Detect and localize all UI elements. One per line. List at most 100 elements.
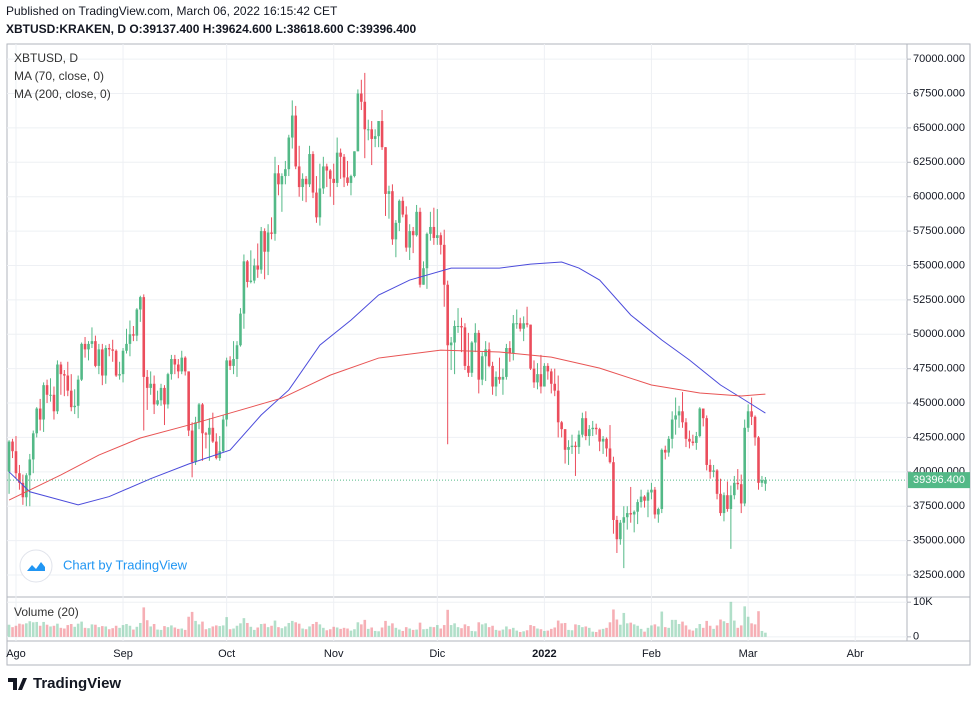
candle-body: [698, 408, 702, 437]
candle-body: [363, 101, 367, 130]
volume-bar: [346, 628, 349, 637]
x-tick-label: Oct: [218, 648, 235, 660]
volume-bar: [387, 625, 391, 637]
volume-bar: [608, 622, 612, 637]
candle-body: [660, 449, 664, 509]
candle-body: [467, 365, 470, 373]
candle-body: [7, 441, 11, 472]
volume-bar: [135, 626, 139, 637]
x-tick-label: Nov: [324, 648, 344, 660]
volume-bar: [467, 626, 470, 637]
volume-bar: [211, 626, 215, 637]
candle-body: [21, 482, 25, 498]
candle-body: [667, 438, 670, 453]
volume-bar: [56, 623, 59, 637]
y-tick-label: 65000.000: [913, 122, 965, 134]
volume-bar: [45, 624, 49, 637]
candle-body: [377, 121, 380, 137]
volume-bar: [380, 627, 384, 637]
candle-body: [322, 166, 325, 189]
candle-body: [681, 411, 684, 423]
candle-body: [663, 449, 667, 453]
candle-body: [522, 323, 525, 329]
volume-bar: [187, 616, 190, 637]
volume-bar: [760, 630, 764, 637]
volume-bar: [69, 624, 73, 637]
candle-body: [456, 326, 460, 328]
candle-body: [366, 129, 370, 131]
candle-body: [315, 192, 318, 218]
watermark: Chart by TradingView: [19, 549, 188, 583]
candle-body: [76, 379, 80, 406]
volume-bar: [18, 623, 21, 637]
volume-bar: [166, 627, 170, 637]
volume-bar: [746, 616, 750, 637]
candle-body: [139, 297, 142, 310]
candle-body: [425, 233, 429, 269]
volume-bar: [218, 626, 222, 637]
volume-bar: [132, 629, 135, 637]
volume-bar: [625, 623, 629, 637]
candle-body: [546, 365, 550, 372]
candle-body: [297, 166, 301, 188]
volume-bar: [753, 624, 757, 637]
volume-bar: [266, 627, 270, 637]
volume-bar: [456, 627, 460, 637]
volume-bar: [180, 628, 184, 637]
volume-bar: [259, 624, 263, 637]
y-tick-label: 60000.000: [913, 191, 965, 203]
volume-bar: [104, 626, 108, 637]
volume-bar: [411, 629, 415, 637]
candle-body: [121, 350, 125, 375]
y-tick-label: 37500.000: [913, 500, 965, 512]
volume-bar: [505, 626, 508, 637]
volume-bar: [487, 627, 491, 637]
y-tick-label: 62500.000: [913, 156, 965, 168]
volume-bar: [695, 628, 698, 637]
candle-body: [560, 422, 563, 430]
volume-bar: [63, 628, 66, 637]
volume-bar: [83, 627, 87, 637]
x-tick-label: Dic: [429, 648, 445, 660]
candle-body: [705, 418, 708, 465]
volume-bar: [332, 626, 336, 637]
volume-bar: [356, 622, 360, 637]
volume-bar: [280, 628, 284, 637]
candle-body: [446, 284, 449, 346]
volume-bar: [107, 629, 111, 637]
volume-bar: [318, 624, 322, 637]
symbol-line: XBTUSD:KRAKEN, D O:39137.400 H:39624.600…: [6, 22, 417, 36]
candle-body: [90, 341, 94, 344]
x-tick-label: Ago: [6, 648, 26, 660]
candle-body: [722, 495, 726, 514]
volume-bar: [287, 622, 291, 637]
candle-body: [549, 371, 553, 384]
candle-body: [442, 244, 446, 285]
candle-body: [753, 416, 757, 438]
candle-body: [252, 265, 256, 281]
volume-bar: [235, 625, 239, 637]
footer-text: TradingView: [33, 675, 121, 692]
candle-body: [197, 404, 201, 423]
volume-bar: [632, 624, 636, 637]
candle-body: [643, 496, 646, 501]
last-price-label: 39396.400: [913, 474, 965, 486]
volume-bar: [529, 625, 532, 637]
grid: [7, 44, 907, 641]
candle-body: [487, 349, 491, 366]
candle-body: [750, 411, 753, 417]
candle-body: [404, 214, 408, 248]
volume-bar: [674, 619, 677, 637]
candle-body: [688, 438, 691, 442]
candle-body: [380, 121, 384, 148]
candle-body: [114, 350, 118, 376]
candle-body: [684, 422, 688, 439]
candle-body: [128, 334, 132, 344]
candle-body: [625, 513, 629, 518]
volume-bar: [587, 627, 591, 637]
volume-bar: [156, 629, 159, 637]
volume-bar: [677, 624, 681, 637]
candle-body: [764, 480, 767, 484]
candle-body: [453, 326, 456, 343]
volume-bar: [681, 621, 684, 637]
